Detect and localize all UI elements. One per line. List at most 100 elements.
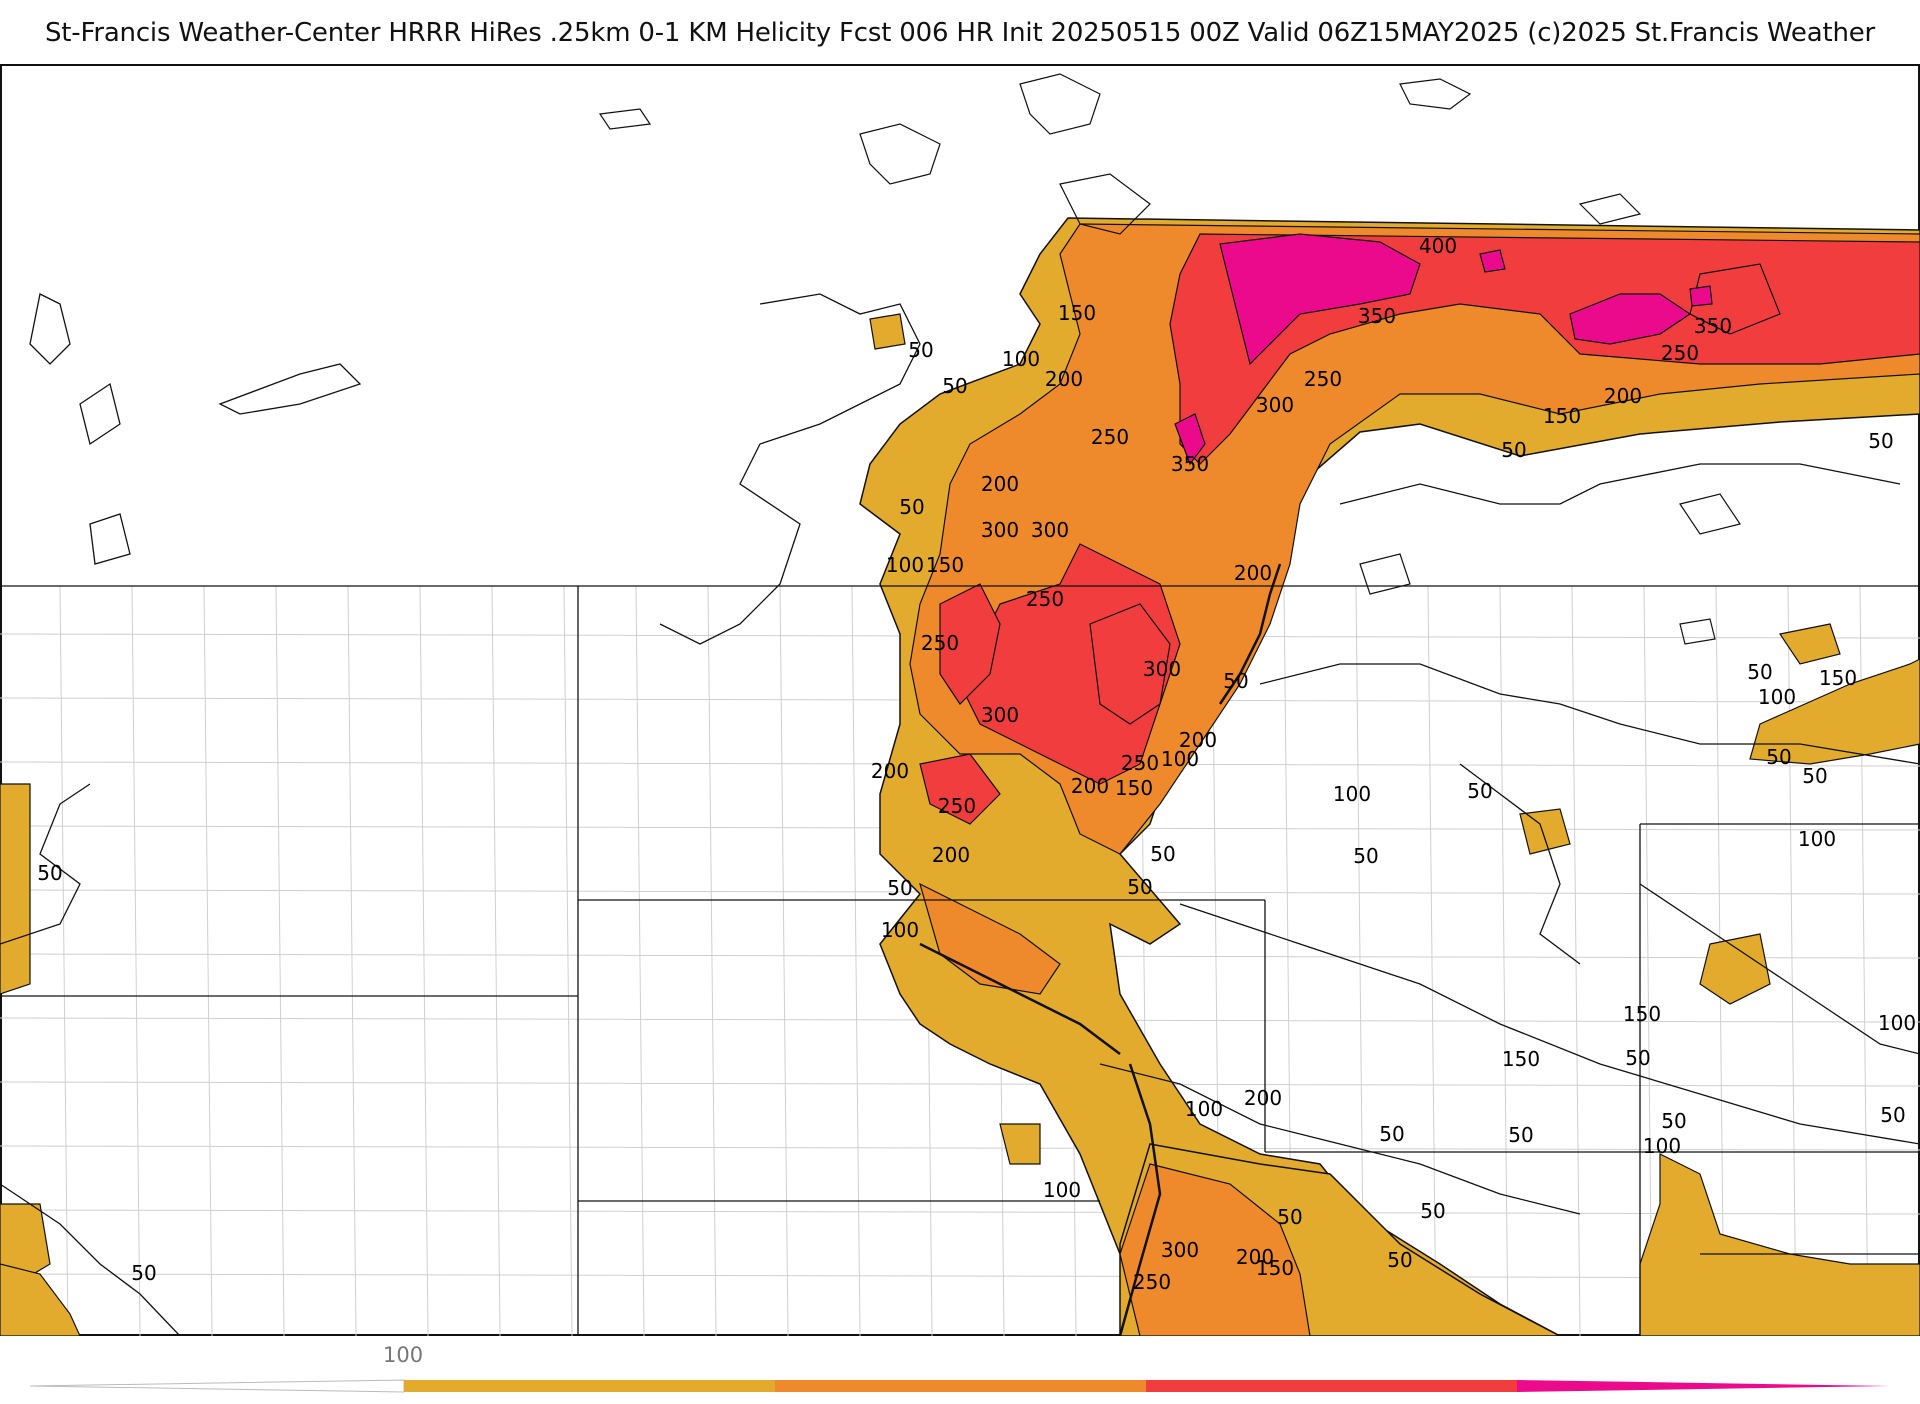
contour-label: 200 — [871, 759, 909, 783]
contour-label: 250 — [1133, 1270, 1171, 1294]
colorbar-segment-350 — [1517, 1380, 1890, 1392]
map-title: St-Francis Weather-Center HRRR HiRes .25… — [44, 18, 1876, 48]
helicity-shading — [0, 217, 1920, 1336]
helicity-band-100 — [0, 1263, 81, 1336]
contour-label: 200 — [1045, 367, 1083, 391]
helicity-band-150 — [919, 882, 1061, 995]
county-line — [203, 585, 213, 1336]
contour-label: 150 — [1115, 776, 1153, 800]
contour-label: 150 — [1623, 1002, 1661, 1026]
contour-label: 100 — [1758, 685, 1796, 709]
contour-label: 200 — [1234, 561, 1272, 585]
helicity-map: 400 350 350 350 300 300 250 250 150 100 200 50 50 250… — [0, 64, 1920, 1336]
contour-labels: 4003503503503003002502501501002005050250… — [37, 234, 1916, 1294]
helicity-band-250 — [1089, 603, 1171, 725]
county-line — [0, 1081, 1920, 1087]
colorbar-segment-150 — [775, 1380, 1146, 1392]
contour-label: 100 — [1643, 1134, 1681, 1158]
contour-label: 100 — [886, 553, 924, 577]
contour-label: 200 — [932, 843, 970, 867]
contour-label: 50 — [37, 861, 62, 885]
contour-label: 50 — [908, 338, 933, 362]
contour-label: 250 — [1121, 751, 1159, 775]
county-line — [59, 585, 69, 1336]
contour-label: 250 — [921, 631, 959, 655]
contour-label: 400 — [1419, 234, 1457, 258]
contour-label: 300 — [1161, 1238, 1199, 1262]
helicity-band-350 — [1689, 285, 1713, 307]
contour-label: 50 — [1420, 1199, 1445, 1223]
contour-label: 100 — [1798, 827, 1836, 851]
contour-label: 50 — [1379, 1122, 1404, 1146]
contour-label: 100 — [1185, 1097, 1223, 1121]
contour-label: 200 — [981, 472, 1019, 496]
helicity-band-100 — [0, 783, 31, 995]
helicity-band-100 — [869, 313, 906, 350]
contour-label: 150 — [1058, 301, 1096, 325]
contour-label: 150 — [1502, 1047, 1540, 1071]
contour-label: 350 — [1358, 304, 1396, 328]
contour-label: 50 — [1802, 764, 1827, 788]
helicity-band-350 — [1569, 293, 1692, 345]
colorbar-segment-250 — [1146, 1380, 1517, 1392]
helicity-band-100 — [1519, 808, 1571, 855]
county-line — [1499, 585, 1509, 1336]
state-borders — [0, 585, 1920, 1336]
county-line — [0, 1145, 1920, 1151]
helicity-band-250 — [1689, 263, 1781, 335]
contour-label: 100 — [881, 918, 919, 942]
contour-label: 300 — [1031, 518, 1069, 542]
contour-label: 100 — [1878, 1011, 1916, 1035]
county-line — [1427, 585, 1437, 1336]
contour-label: 200 — [1244, 1086, 1282, 1110]
contour-label: 250 — [1091, 425, 1129, 449]
contour-label: 350 — [1171, 452, 1209, 476]
contour-label: 200 — [1179, 728, 1217, 752]
helicity-band-100 — [1639, 1153, 1920, 1336]
contour-label: 50 — [1508, 1123, 1533, 1147]
contour-label: 50 — [1223, 669, 1248, 693]
helicity-band-350 — [1174, 413, 1206, 466]
helicity-band-100 — [1699, 933, 1771, 1005]
contour-label: 300 — [1143, 657, 1181, 681]
county-line — [131, 585, 141, 1336]
contour-label: 50 — [1766, 745, 1791, 769]
contour-label: 250 — [1026, 587, 1064, 611]
county-line — [0, 1209, 1920, 1215]
contour-label: 50 — [1625, 1046, 1650, 1070]
county-line — [0, 1273, 1920, 1279]
helicity-band-350 — [1479, 249, 1506, 273]
contour-label: 50 — [1880, 1103, 1905, 1127]
contour-label: 150 — [1256, 1256, 1294, 1280]
helicity-band-250 — [919, 753, 1001, 825]
contour-label: 50 — [1387, 1248, 1412, 1272]
contour-label: 250 — [1304, 367, 1342, 391]
colorbar-tick-label: 100 — [383, 1343, 424, 1367]
contour-label: 200 — [1236, 1245, 1274, 1269]
contour-label: 50 — [131, 1261, 156, 1285]
contour-label: 300 — [981, 703, 1019, 727]
river-lines — [919, 563, 1282, 1336]
contour-label: 100 — [1002, 347, 1040, 371]
contour-label: 250 — [938, 794, 976, 818]
colorbar-segment-100 — [404, 1380, 775, 1392]
county-borders — [0, 585, 1920, 1336]
county-line — [779, 585, 789, 1336]
contour-label: 50 — [1353, 844, 1378, 868]
contour-label: 350 — [1694, 314, 1732, 338]
contour-label: 100 — [1043, 1178, 1081, 1202]
contour-label: 50 — [942, 374, 967, 398]
contour-label: 50 — [1150, 842, 1175, 866]
contour-label: 200 — [1604, 384, 1642, 408]
contour-label: 50 — [1467, 779, 1492, 803]
colorbar — [0, 1340, 1920, 1400]
contour-label: 50 — [1868, 429, 1893, 453]
county-line — [851, 585, 861, 1336]
colorbar-low-triangle — [29, 1379, 405, 1393]
contour-label: 200 — [1071, 774, 1109, 798]
contour-label: 300 — [1256, 393, 1294, 417]
contour-label: 50 — [887, 876, 912, 900]
contour-label: 50 — [1661, 1109, 1686, 1133]
contour-label: 150 — [1543, 404, 1581, 428]
contour-label: 50 — [1747, 660, 1772, 684]
